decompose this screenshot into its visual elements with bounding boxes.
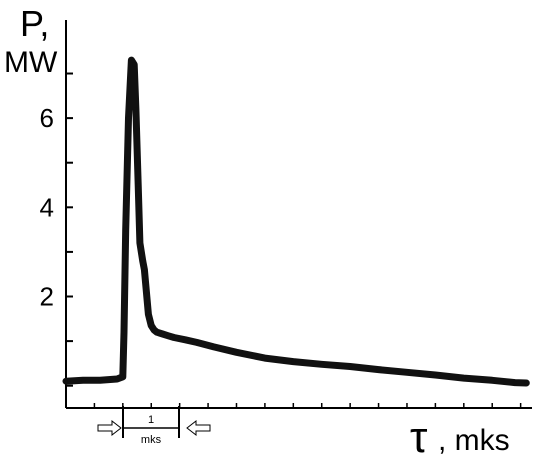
data-point xyxy=(404,370,409,375)
left-arrow-icon xyxy=(97,419,122,437)
right-arrow-icon xyxy=(186,419,211,437)
y-tick-label: 4 xyxy=(40,192,54,222)
data-point xyxy=(490,378,495,383)
y-axis-unit: MW xyxy=(4,46,58,79)
data-point xyxy=(136,183,141,188)
data-point xyxy=(129,58,134,63)
y-tick-label: 6 xyxy=(40,103,54,133)
data-point xyxy=(146,312,151,317)
data-point xyxy=(183,337,188,342)
data-point xyxy=(194,340,199,345)
scale-bar-value: 1 xyxy=(148,414,154,426)
data-point xyxy=(166,333,171,338)
y-ticks: 2 4 6 xyxy=(40,72,73,387)
y-axis-symbol: P, xyxy=(20,3,49,44)
data-point xyxy=(433,372,438,377)
time-scale-bar: 1 mks xyxy=(97,406,211,446)
data-point xyxy=(262,356,267,361)
data-point xyxy=(211,344,216,349)
data-point xyxy=(149,323,154,328)
y-tick-label: 2 xyxy=(40,282,54,312)
data-point xyxy=(133,107,138,112)
data-point xyxy=(115,377,120,382)
data-point xyxy=(81,378,86,383)
power-trace xyxy=(62,56,530,387)
data-point xyxy=(319,362,324,367)
data-point xyxy=(137,240,142,245)
data-point xyxy=(348,364,353,369)
data-point xyxy=(160,331,165,336)
data-point xyxy=(234,350,239,355)
data-point xyxy=(98,378,103,383)
data-point xyxy=(512,380,517,385)
data-point xyxy=(152,327,157,332)
data-point xyxy=(120,374,125,379)
data-point xyxy=(461,376,466,381)
data-point xyxy=(132,62,137,67)
data-point xyxy=(64,379,68,384)
data-point xyxy=(291,359,296,364)
data-point xyxy=(142,267,147,272)
data-point xyxy=(126,116,131,121)
x-axis-unit: , mks xyxy=(438,424,510,457)
x-axis-symbol: τ xyxy=(410,413,428,462)
data-point xyxy=(121,330,126,335)
data-point xyxy=(171,335,176,340)
data-point xyxy=(524,381,529,386)
data-point xyxy=(143,281,148,286)
data-point xyxy=(376,367,381,372)
scale-bar-unit: mks xyxy=(141,434,162,446)
data-point xyxy=(123,227,128,232)
data-point xyxy=(140,258,145,263)
